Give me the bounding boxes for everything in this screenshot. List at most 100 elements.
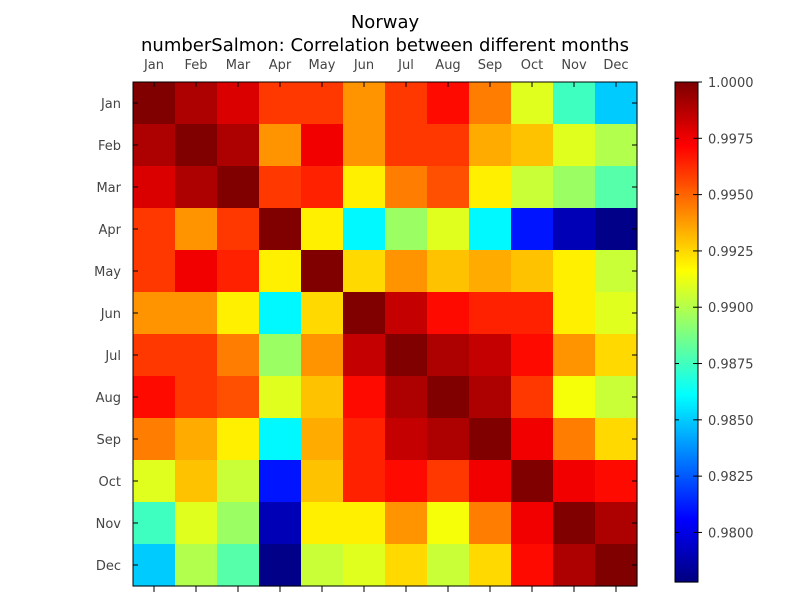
colorbar-segment (675, 340, 698, 343)
heatmap-cell (175, 418, 218, 461)
heatmap-cell (511, 292, 554, 335)
colorbar-segment (675, 450, 698, 453)
colorbar-segment (675, 468, 698, 471)
colorbar-segment (675, 470, 698, 473)
colorbar-segment (675, 158, 698, 161)
heatmap-cell (259, 166, 302, 209)
heatmap-cell (469, 250, 512, 293)
colorbar-segment (675, 176, 698, 179)
heatmap-cell (385, 544, 428, 587)
y-tick-label: Jul (104, 349, 121, 364)
colorbar-segment (675, 394, 698, 397)
colorbar-segment (675, 510, 698, 513)
colorbar-segment (675, 374, 698, 377)
heatmap-cell (301, 82, 344, 125)
y-tick-label: May (94, 265, 121, 280)
colorbar-segment (675, 562, 698, 565)
heatmap-cell (469, 460, 512, 503)
heatmap-cell (343, 544, 386, 587)
colorbar-segment (675, 390, 698, 393)
heatmap-cell (343, 334, 386, 377)
heatmap-cell (301, 376, 344, 419)
y-tick-label: Sep (96, 433, 121, 448)
heatmap-cell (385, 376, 428, 419)
colorbar-segment (675, 166, 698, 169)
heatmap-cell (343, 250, 386, 293)
colorbar-segment (675, 264, 698, 267)
heatmap-cell (553, 334, 596, 377)
heatmap-cell (385, 208, 428, 251)
heatmap-cell (217, 418, 260, 461)
colorbar-segment (675, 192, 698, 195)
heatmap-cell (427, 460, 470, 503)
heatmap-cell (595, 166, 638, 209)
x-tick-label: Dec (603, 58, 628, 73)
colorbar-segment (675, 306, 698, 309)
colorbar-segment (675, 268, 698, 271)
colorbar-segment (675, 138, 698, 141)
y-tick-label: Jan (100, 97, 121, 112)
heatmap-cell (343, 208, 386, 251)
colorbar-segment (675, 382, 698, 385)
heatmap-cell (259, 544, 302, 587)
colorbar-segment (675, 496, 698, 499)
colorbar-segment (675, 546, 698, 549)
colorbar-segment (675, 104, 698, 107)
colorbar-segment (675, 334, 698, 337)
colorbar-segment (675, 404, 698, 407)
heatmap-cell (469, 208, 512, 251)
colorbar-segment (675, 530, 698, 533)
x-tick-label: Feb (184, 58, 207, 73)
colorbar-segment (675, 418, 698, 421)
heatmap-cell (343, 460, 386, 503)
heatmap-cell (175, 460, 218, 503)
colorbar-segment (675, 466, 698, 469)
heatmap-cell (511, 208, 554, 251)
colorbar-segment (675, 536, 698, 539)
colorbar-segment (675, 288, 698, 291)
colorbar-segment (675, 152, 698, 155)
colorbar-segment (675, 150, 698, 153)
heatmap-cell (385, 418, 428, 461)
colorbar-tick-label: 0.9875 (708, 358, 754, 373)
colorbar-segment (675, 554, 698, 557)
colorbar-segment (675, 114, 698, 117)
colorbar-segment (675, 296, 698, 299)
colorbar-segment (675, 332, 698, 335)
heatmap-cell (133, 544, 176, 587)
colorbar-segment (675, 522, 698, 525)
y-tick-label: Aug (96, 391, 121, 406)
colorbar-segment (675, 156, 698, 159)
colorbar-segment (675, 528, 698, 531)
colorbar-segment (675, 168, 698, 171)
colorbar-segment (675, 556, 698, 559)
colorbar-segment (675, 248, 698, 251)
heatmap-cell (427, 250, 470, 293)
x-tick-label: Jun (353, 58, 374, 73)
heatmap-cell (301, 166, 344, 209)
x-tick-label: Jul (397, 58, 414, 73)
colorbar-segment (675, 310, 698, 313)
heatmap-cell (511, 82, 554, 125)
colorbar-segment (675, 234, 698, 237)
heatmap-cell (469, 292, 512, 335)
heatmap-cell (595, 418, 638, 461)
colorbar-segment (675, 262, 698, 265)
heatmap-cell (301, 124, 344, 167)
colorbar-tick-label: 0.9975 (708, 132, 754, 147)
colorbar-segment (675, 108, 698, 111)
heatmap-cell (217, 82, 260, 125)
colorbar-segment (675, 240, 698, 243)
heatmap-cell (343, 166, 386, 209)
colorbar-segment (675, 558, 698, 561)
heatmap-cell (133, 502, 176, 545)
heatmap-cell (469, 502, 512, 545)
colorbar-segment (675, 364, 698, 367)
colorbar-segment (675, 402, 698, 405)
y-tick-label: Jun (100, 307, 121, 322)
heatmap-cell (259, 376, 302, 419)
colorbar-segment (675, 246, 698, 249)
colorbar-tick-label: 0.9825 (708, 470, 754, 485)
colorbar-segment (675, 472, 698, 475)
colorbar-ticks: 0.9800 0.9825 0.9850 0.9875 0.9900 0.9925 0.99… (675, 76, 754, 541)
